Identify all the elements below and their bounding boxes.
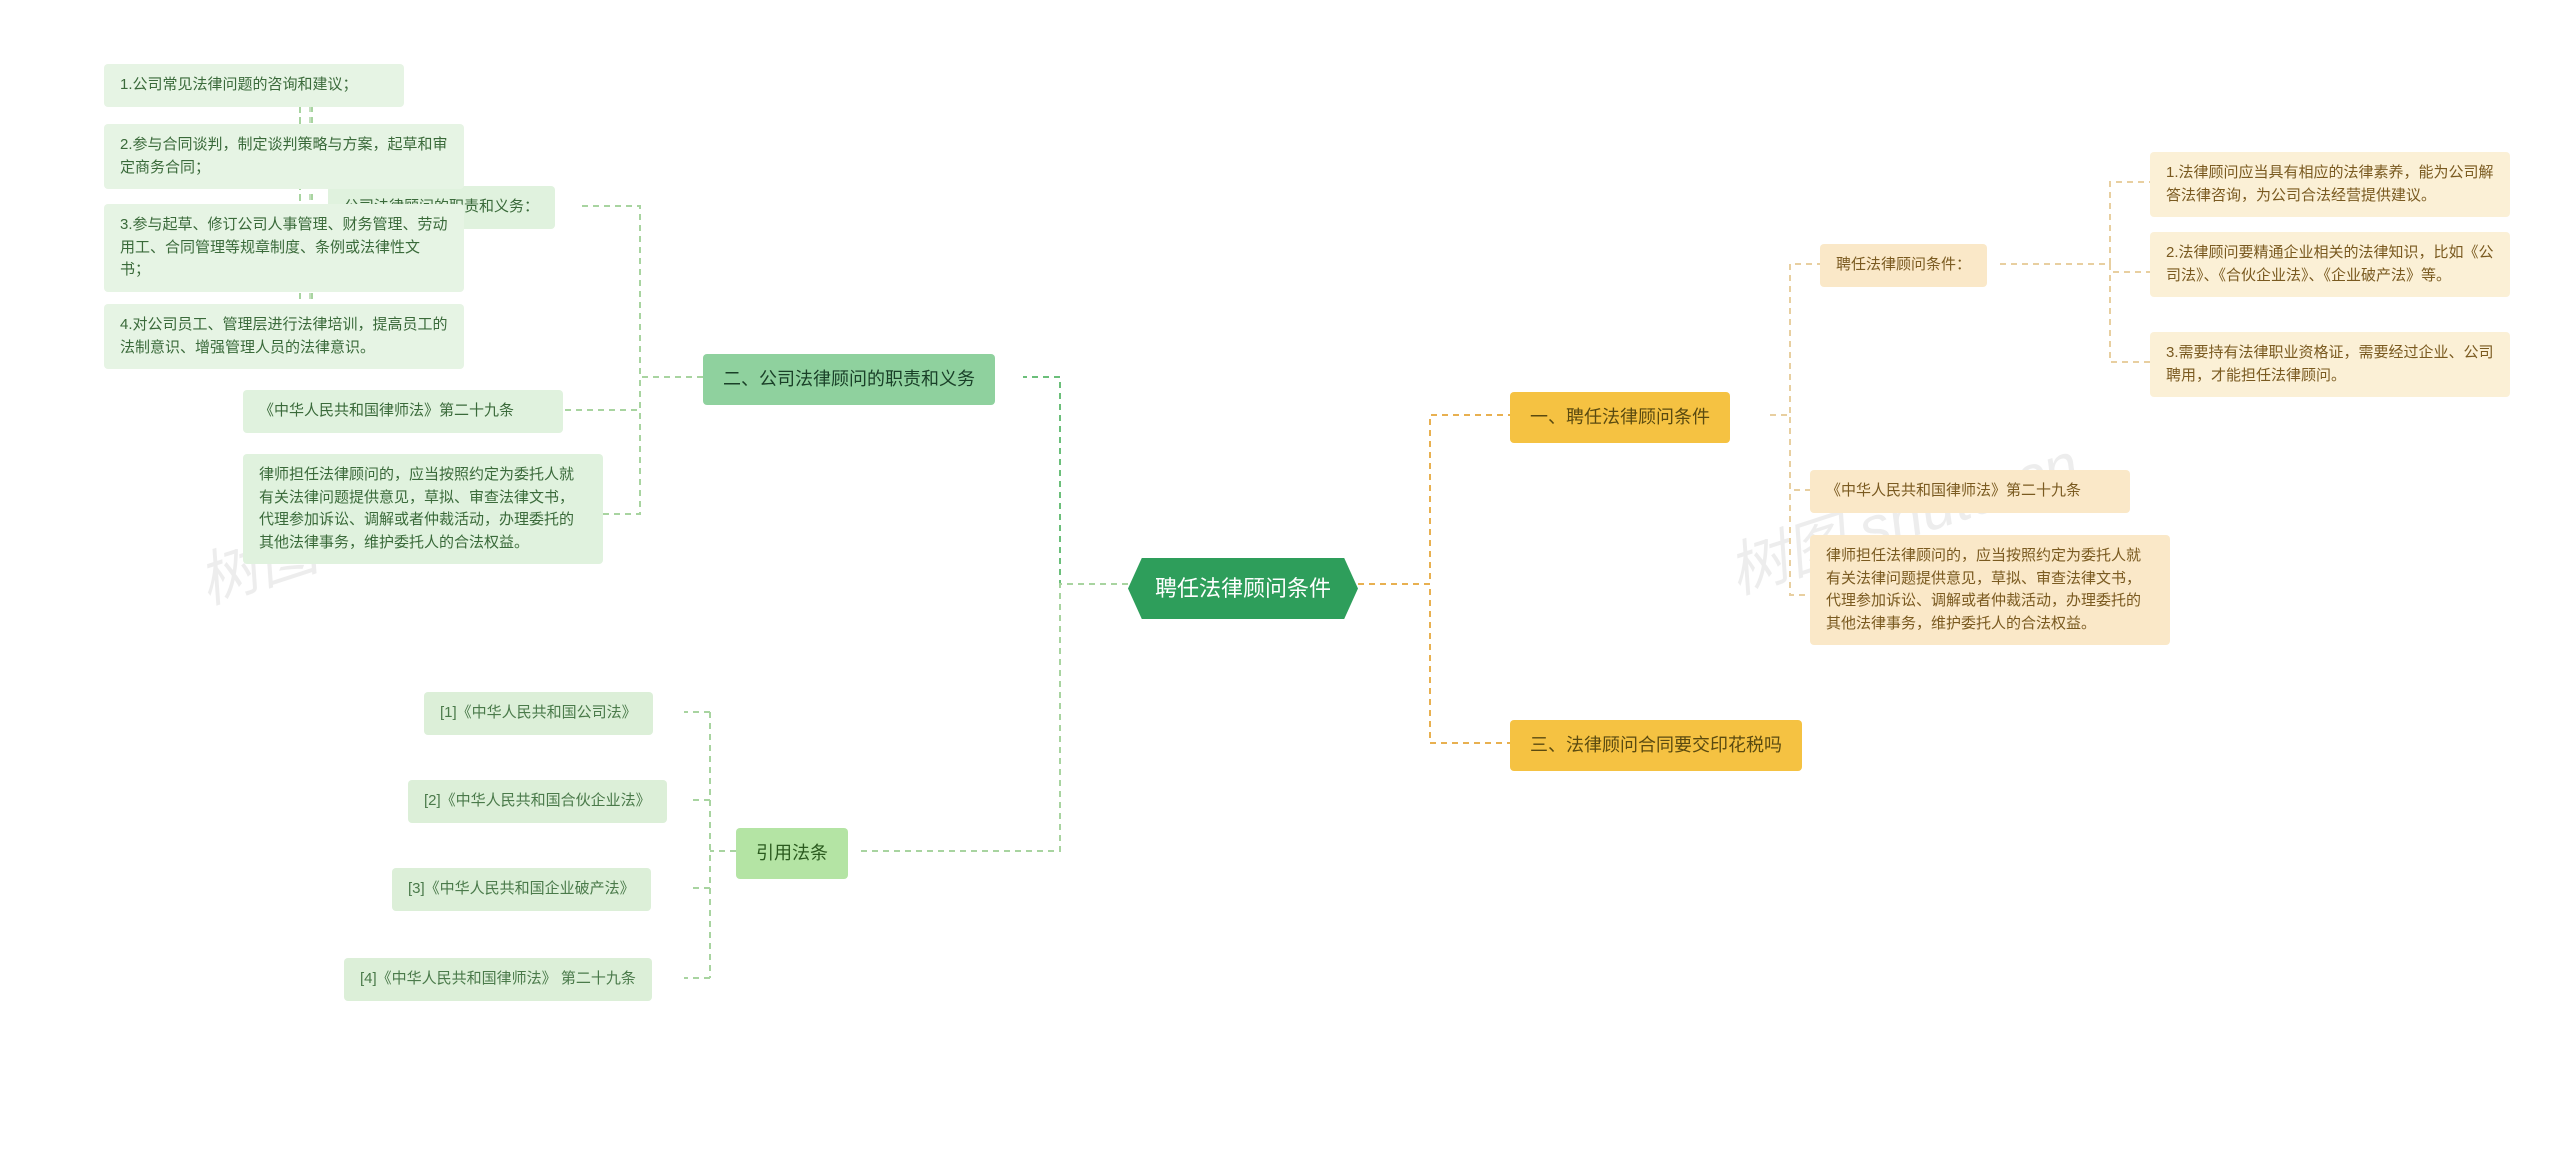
- branch-2: 二、公司法律顾问的职责和义务: [703, 354, 995, 405]
- branch-2-leaf-2: 2.参与合同谈判，制定谈判策略与方案，起草和审定商务合同；: [104, 124, 464, 189]
- branch-3: 三、法律顾问合同要交印花税吗: [1510, 720, 1802, 771]
- branch-1-leaf-2: 2.法律顾问要精通企业相关的法律知识，比如《公司法》、《合伙企业法》、《企业破产…: [2150, 232, 2510, 297]
- branch-2-sub-3: 律师担任法律顾问的，应当按照约定为委托人就有关法律问题提供意见，草拟、审查法律文…: [243, 454, 603, 564]
- branch-1-sub-1: 聘任法律顾问条件：: [1820, 244, 1987, 287]
- root-node: 聘任法律顾问条件: [1128, 558, 1358, 619]
- branch-4-leaf-3: [3]《中华人民共和国企业破产法》: [392, 868, 651, 911]
- branch-1: 一、聘任法律顾问条件: [1510, 392, 1730, 443]
- branch-2-sub-2: 《中华人民共和国律师法》第二十九条: [243, 390, 563, 433]
- branch-1-leaf-3: 3.需要持有法律职业资格证，需要经过企业、公司聘用，才能担任法律顾问。: [2150, 332, 2510, 397]
- branch-4-leaf-4: [4]《中华人民共和国律师法》 第二十九条: [344, 958, 652, 1001]
- branch-4-leaf-1: [1]《中华人民共和国公司法》: [424, 692, 653, 735]
- branch-4: 引用法条: [736, 828, 848, 879]
- branch-1-leaf-1: 1.法律顾问应当具有相应的法律素养，能为公司解答法律咨询，为公司合法经营提供建议…: [2150, 152, 2510, 217]
- branch-4-leaf-2: [2]《中华人民共和国合伙企业法》: [408, 780, 667, 823]
- branch-2-leaf-4: 4.对公司员工、管理层进行法律培训，提高员工的法制意识、增强管理人员的法律意识。: [104, 304, 464, 369]
- branch-2-leaf-3: 3.参与起草、修订公司人事管理、财务管理、劳动用工、合同管理等规章制度、条例或法…: [104, 204, 464, 292]
- branch-1-sub-3: 律师担任法律顾问的，应当按照约定为委托人就有关法律问题提供意见，草拟、审查法律文…: [1810, 535, 2170, 645]
- branch-2-leaf-1: 1.公司常见法律问题的咨询和建议；: [104, 64, 404, 107]
- branch-1-sub-2: 《中华人民共和国律师法》第二十九条: [1810, 470, 2130, 513]
